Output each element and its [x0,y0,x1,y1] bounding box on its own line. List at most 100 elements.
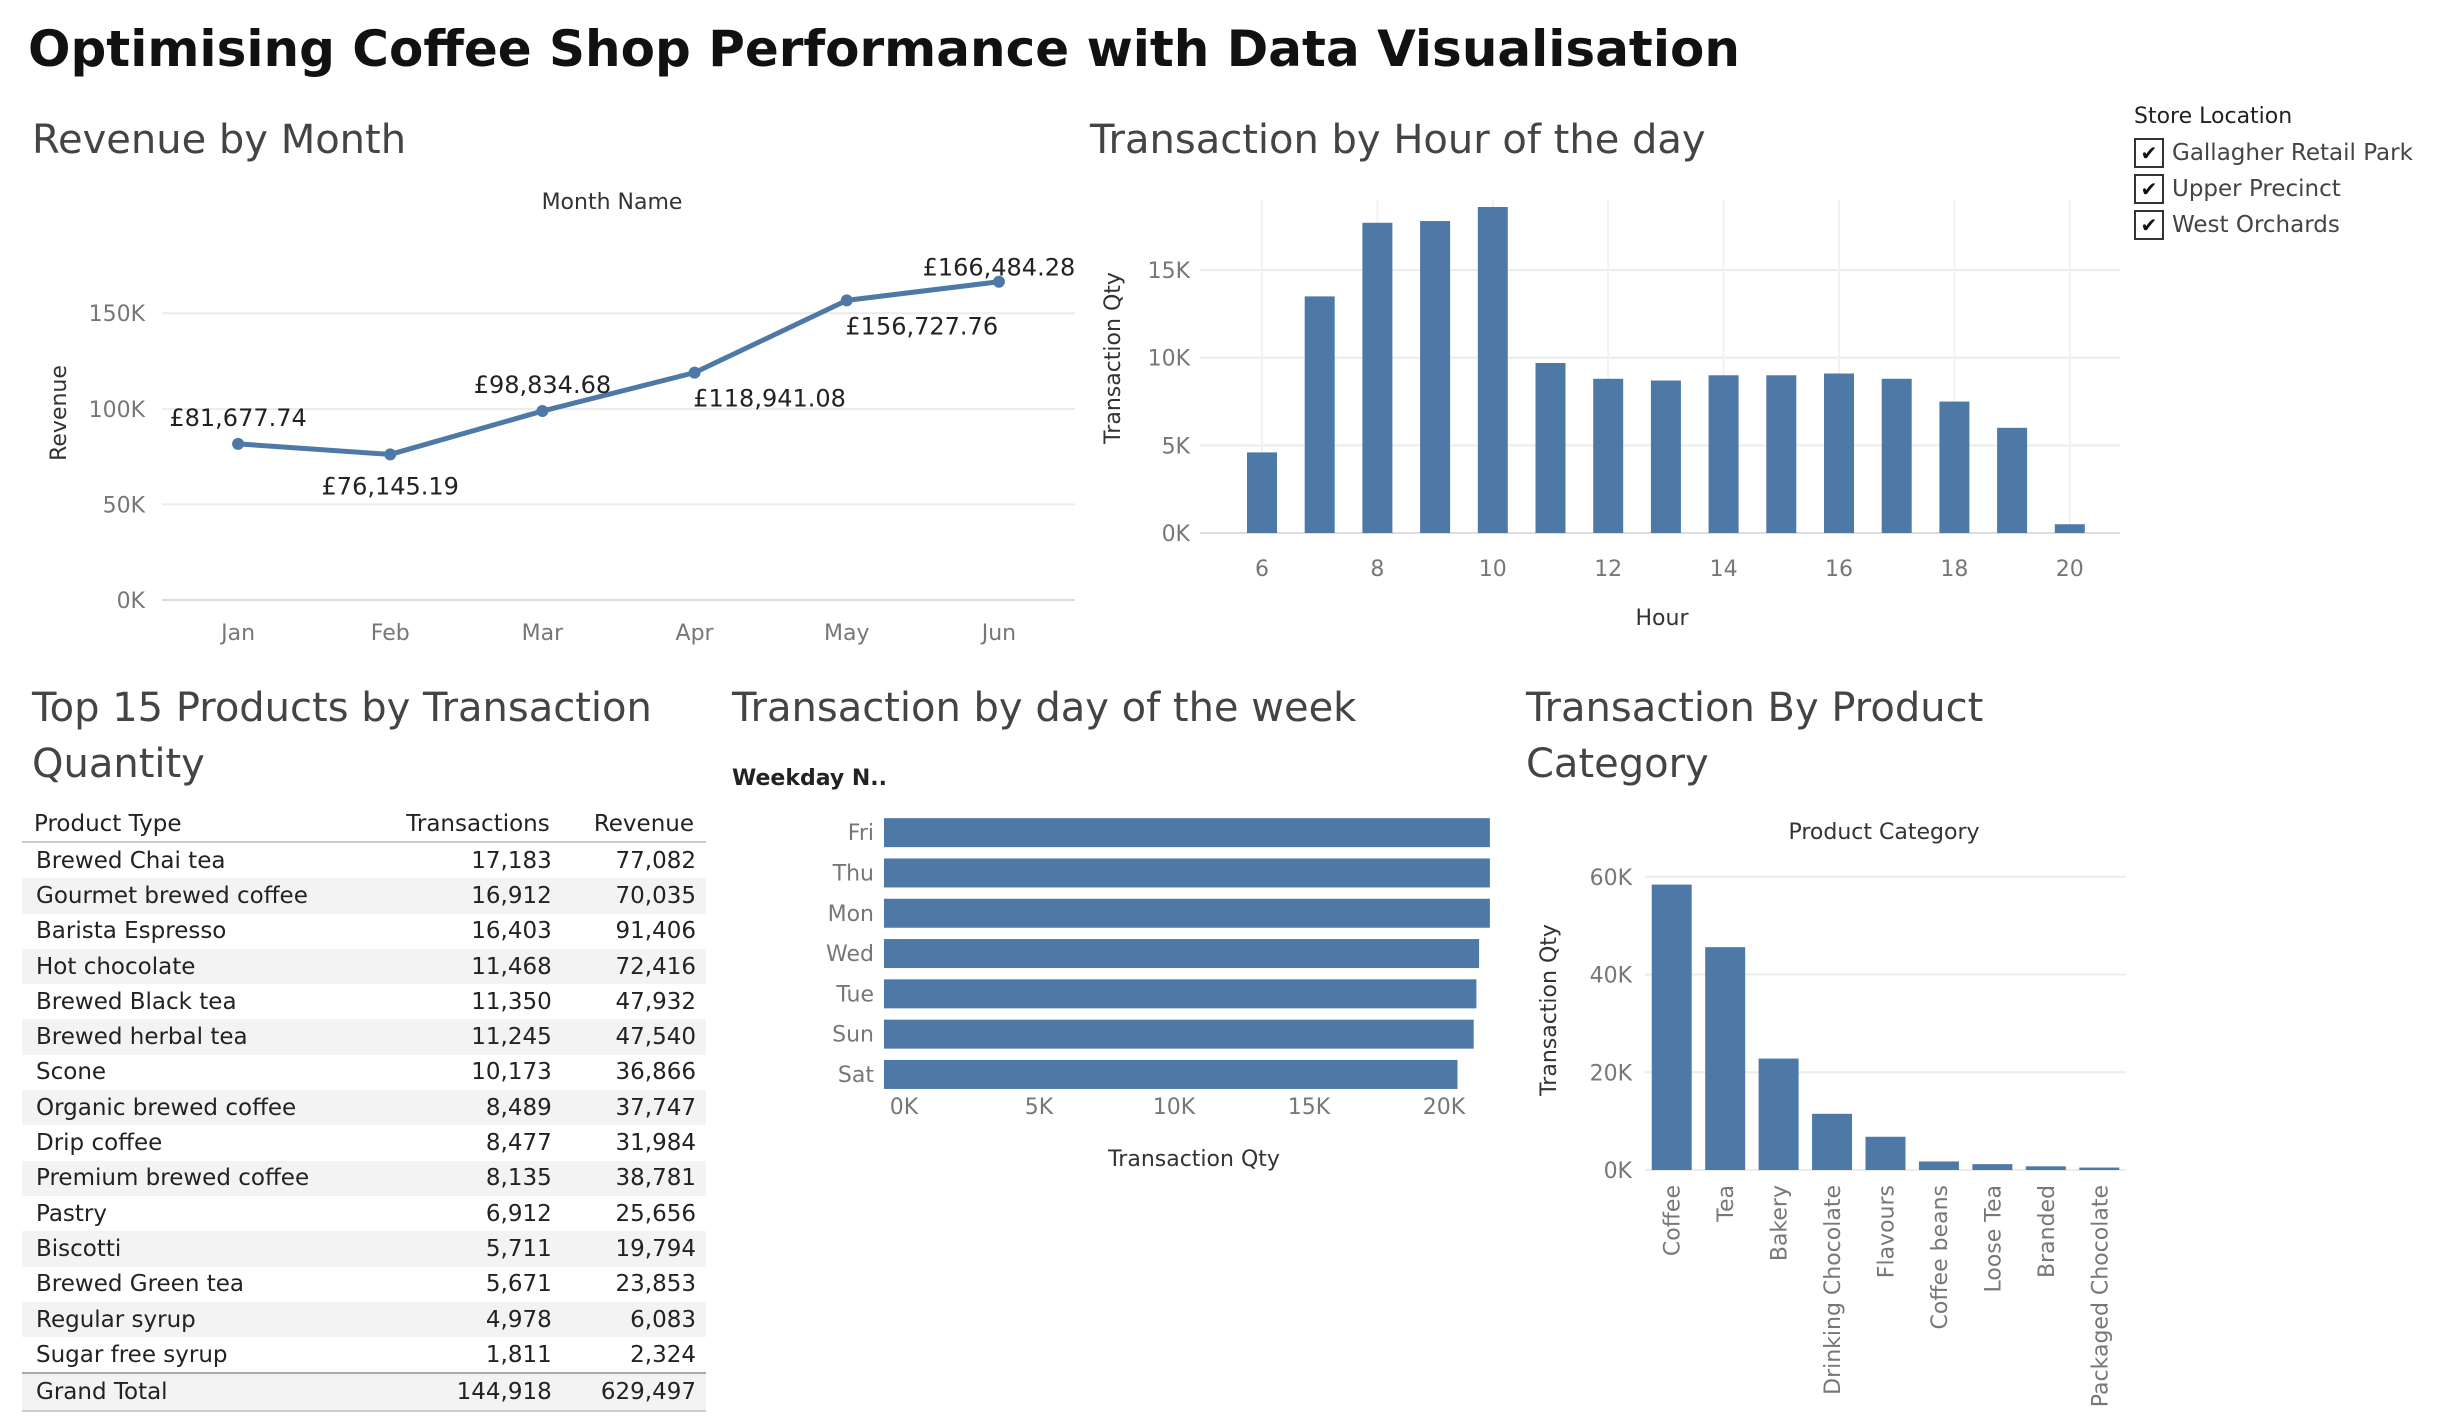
weekday-bar [884,1019,1474,1049]
transaction-by-weekday-chart: Weekday N.. Fri Thu Mon Wed Tue Sun Sat 0K 5K 10K 1… [732,766,1490,1172]
x-tick-label: Loose Tea [1981,1185,2006,1293]
table-cell: 8,135 [367,1160,562,1196]
y-tick-label: 150K [89,302,146,327]
y-axis-title: Transaction Qty [1101,272,1126,445]
filter-item-upper-precinct[interactable]: ✔ Upper Precinct [2134,171,2434,207]
weekday-bar [884,979,1477,1009]
table-row: Organic brewed coffee 8,489 37,747 [22,1090,706,1126]
table-cell: 5,711 [367,1231,562,1267]
table-cell: 23,853 [615,1271,696,1298]
table-cell: 4,978 [367,1301,562,1338]
table-cell: Drip coffee [36,1130,163,1157]
x-axis-title: Transaction Qty [1107,1147,1280,1172]
table-cell: 25,656 [615,1200,696,1227]
revenue-point [840,294,853,307]
table-cell: 11,350 [471,988,552,1015]
revenue-by-month-title: Revenue by Month [32,117,407,163]
y-tick-label: 50K [103,493,146,518]
table-row: Brewed Black tea 11,350 47,932 [22,984,706,1019]
y-tick-label: Tue [835,982,874,1007]
table-cell: Brewed Chai tea [36,847,226,874]
hour-bar [2054,524,2085,533]
table-cell: 2,324 [630,1341,696,1368]
filter-item-west-orchards[interactable]: ✔ West Orchards [2134,207,2434,243]
weekday-bar [884,939,1480,969]
table-row: Brewed herbal tea 11,245 47,540 [22,1019,706,1055]
total-cell: 144,918 [367,1372,562,1412]
table-row: Biscotti 5,711 19,794 [22,1231,706,1267]
x-tick-label: 6 [1255,557,1269,582]
column-header: Product Type [22,806,368,843]
x-tick-label: 5K [1025,1095,1054,1120]
y-tick-label: Thu [832,861,874,886]
check-icon[interactable]: ✔ [2134,174,2164,204]
revenue-line [237,279,1000,457]
category-bar [1918,1161,1959,1170]
month-name-header: Month Name [542,190,683,215]
table-cell: Biscotti [22,1231,368,1267]
check-icon[interactable]: ✔ [2134,210,2164,240]
table-cell: 17,183 [471,847,552,874]
y-tick-label: 5K [1162,434,1191,459]
hour-bar [1708,375,1739,533]
x-tick-label: 20 [2056,557,2084,582]
table-cell: 5,671 [485,1271,552,1298]
weekday-bar [884,858,1490,888]
category-bar [1758,1058,1799,1170]
y-tick-label: 100K [89,398,146,423]
x-tick-label: 8 [1370,557,1384,582]
table-cell: 19,794 [561,1231,706,1267]
table-row: Brewed Chai tea 17,183 77,082 [22,842,706,878]
table-cell: 8,477 [485,1130,552,1157]
category-bar [1705,947,1746,1170]
y-tick-label: 20K [1590,1061,1633,1086]
x-tick-label: Packaged Chocolate [2088,1185,2113,1407]
category-bar [2079,1167,2120,1170]
x-tick-label: 0K [890,1095,919,1120]
category-bar [1972,1164,2013,1170]
x-tick-label: Branded [2035,1185,2060,1278]
table-cell: 36,866 [615,1059,696,1086]
table-row: Regular syrup 4,978 6,083 [22,1301,706,1338]
hour-bar [1420,221,1451,533]
transaction-by-category-title: Transaction By Product Category [1526,685,1984,787]
store-location-filter: Store Location ✔ Gallagher Retail Park ✔… [2134,104,2434,243]
hour-bar [1247,452,1277,533]
weekday-header: Weekday N.. [732,766,887,791]
table-cell: 16,912 [367,878,562,914]
table-row: Hot chocolate 11,468 72,416 [22,948,706,985]
revenue-point [688,366,701,379]
y-tick-label: Wed [826,942,874,967]
product-category-header: Product Category [1788,820,1979,845]
x-tick-label: 20K [1423,1095,1466,1120]
table-cell: 37,747 [561,1090,706,1126]
hour-bar [1362,222,1393,533]
table-cell: Gourmet brewed coffee [22,878,368,914]
data-label: £76,145.19 [322,472,459,500]
table-header-row: Product Type Transactions Revenue [22,806,706,843]
revenue-point [384,448,397,461]
hour-bar [1477,207,1508,533]
x-tick-label: Apr [676,621,715,646]
table-cell: Sugar free syrup [36,1341,228,1368]
filter-label: Gallagher Retail Park [2172,140,2413,166]
check-icon[interactable]: ✔ [2134,138,2164,168]
y-tick-label: 0K [1604,1159,1633,1184]
table-row: Sugar free syrup 1,811 2,324 [22,1337,706,1373]
table-cell: 11,468 [367,948,562,985]
table-row: Barista Espresso 16,403 91,406 [22,914,706,949]
data-label: £118,941.08 [693,385,846,413]
x-tick-label: Flavours [1875,1185,1900,1278]
category-bar [1865,1136,1906,1170]
weekday-bar [884,1059,1458,1089]
y-tick-label: 0K [117,589,146,614]
x-tick-label: Drinking Chocolate [1821,1185,1846,1395]
filter-item-gallagher[interactable]: ✔ Gallagher Retail Park [2134,135,2434,171]
table-cell: Brewed Black tea [36,988,237,1015]
table-row: Drip coffee 8,477 31,984 [22,1125,706,1160]
data-label: £98,834.68 [474,371,611,399]
grand-total-row: Grand Total 144,918 629,497 [22,1372,706,1412]
hour-bar [1939,401,1970,533]
data-label: £166,484.28 [923,254,1076,282]
table-cell: 47,540 [561,1019,706,1055]
